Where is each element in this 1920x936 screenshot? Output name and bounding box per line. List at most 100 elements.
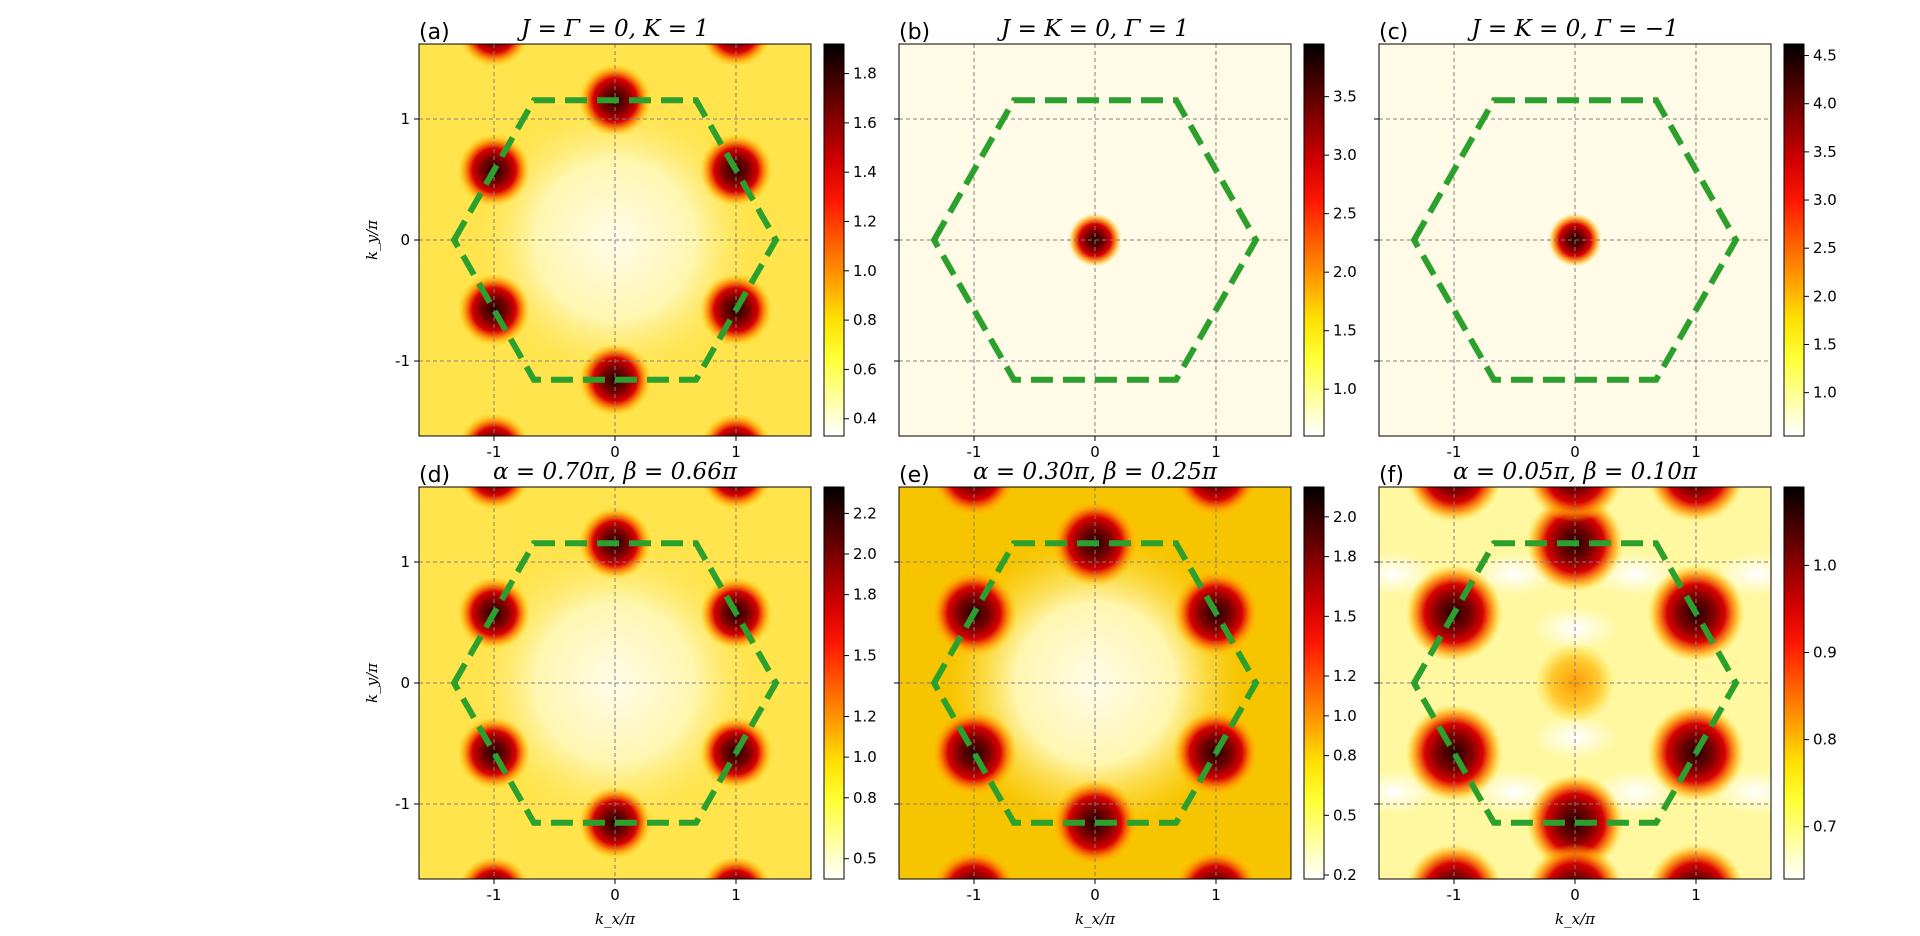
- panel-label: (d): [419, 463, 450, 488]
- colorbar-tick-label: 2.0: [1813, 287, 1837, 305]
- x-tick-label: -1: [1447, 886, 1462, 904]
- colorbar-tick-label: 2.0: [853, 545, 877, 563]
- heatmap-peak: [1405, 704, 1503, 802]
- colorbar: [823, 43, 845, 437]
- colorbar-tick-label: 2.5: [1813, 239, 1837, 257]
- heatmap-peak: [1768, 667, 1771, 699]
- panel-label: (c): [1379, 20, 1408, 45]
- x-tick-label: 0: [610, 886, 620, 904]
- colorbar: [1303, 486, 1325, 880]
- heatmap-peak: [1379, 807, 1382, 838]
- colorbar-tick-label: 2.0: [1333, 508, 1357, 526]
- panel-title: α = 0.30π, β = 0.25π: [973, 459, 1218, 485]
- x-tick-label: 0: [1090, 886, 1100, 904]
- heatmap-peak: [457, 273, 531, 347]
- x-tick-label: -1: [967, 886, 982, 904]
- colorbar-tick-label: 1.0: [1813, 556, 1837, 574]
- x-tick-label: 0: [610, 443, 620, 461]
- panel-4: -1 0 1 k_x/π (e) α = 0.30π, β = 0.25π 0.2 0.5 0.…: [894, 459, 1357, 928]
- colorbar-tick-label: 0.4: [853, 410, 877, 428]
- heatmap-peak: [337, 507, 410, 580]
- heatmap-peak: [460, 487, 528, 510]
- y-tick-label: -1: [395, 795, 410, 813]
- x-tick-label: 1: [1211, 886, 1221, 904]
- colorbar-tick-label: 0.8: [1813, 731, 1837, 749]
- panel-title: J = K = 0, Γ = 1: [997, 16, 1189, 42]
- x-tick-label: -1: [1447, 443, 1462, 461]
- heatmap-peak: [702, 44, 770, 67]
- colorbar-tick-label: 1.5: [1813, 336, 1837, 354]
- y-axis-label: k_y/π: [363, 662, 381, 703]
- heatmap-peak: [1768, 528, 1771, 559]
- colorbar-tick-label: 1.0: [853, 262, 877, 280]
- y-tick-label: 0: [400, 231, 410, 249]
- colorbar-tick-label: 1.5: [1333, 322, 1357, 340]
- x-tick-label: 0: [1570, 443, 1580, 461]
- colorbar-tick-label: 1.8: [853, 65, 877, 83]
- brillouin-zone-outline: [930, 540, 1260, 826]
- y-axis-label: k_y/π: [363, 219, 381, 260]
- heatmap-valley: [1532, 715, 1618, 760]
- y-tick-label: 1: [400, 553, 410, 571]
- colorbar-tick-label: 4.0: [1813, 95, 1837, 113]
- colorbar-tick-label: 3.0: [1333, 146, 1357, 164]
- panel-label: (f): [1379, 463, 1404, 488]
- colorbar-tick-label: 3.5: [1333, 88, 1357, 106]
- x-axis-label: k_x/π: [1555, 910, 1596, 928]
- heatmap-peak: [1768, 807, 1771, 838]
- colorbar-tick-label: 1.6: [853, 114, 877, 132]
- heatmap-peak: [702, 487, 770, 510]
- x-tick-label: -1: [487, 443, 502, 461]
- panel-title: α = 0.70π, β = 0.66π: [493, 459, 738, 485]
- panel-title: α = 0.05π, β = 0.10π: [1453, 459, 1698, 485]
- x-tick-label: 1: [731, 443, 741, 461]
- colorbar-tick-label: 1.0: [853, 748, 877, 766]
- brillouin-zone-outline: [930, 97, 1260, 383]
- brillouin-zone-outline: [1410, 97, 1740, 383]
- colorbar-tick-label: 0.7: [1813, 818, 1837, 836]
- panel-title: J = Γ = 0, K = 1: [517, 16, 709, 42]
- heatmap-2: [1379, 44, 1771, 436]
- panel-0: -1 0 1 1 0 -1 k_y/π (a) J = Γ = 0, K = 1 0.4 0.6 0.…: [363, 16, 877, 461]
- colorbar-tick-label: 2.2: [853, 504, 877, 522]
- y-tick-label: 0: [400, 674, 410, 692]
- colorbar-tick-label: 2.0: [1333, 263, 1357, 281]
- colorbar-tick-label: 1.2: [853, 213, 877, 231]
- heatmap-peak: [1379, 528, 1382, 559]
- x-tick-label: -1: [967, 443, 982, 461]
- panel-label: (b): [899, 20, 930, 45]
- colorbar-tick-label: 0.5: [853, 850, 877, 868]
- x-tick-label: 1: [1691, 886, 1701, 904]
- heatmap-peak: [930, 709, 1018, 797]
- x-axis-label: k_x/π: [1075, 910, 1116, 928]
- colorbar-tick-label: 1.8: [1333, 548, 1357, 566]
- panel-3: -1 0 1 1 0 -1 k_x/π k_y/π (d) α = 0.70π, β = 0.66…: [337, 459, 877, 928]
- heatmap-1: [899, 44, 1291, 436]
- colorbar: [1783, 486, 1805, 880]
- y-tick-label: -1: [395, 352, 410, 370]
- colorbar-tick-label: 0.8: [853, 789, 877, 807]
- colorbar-tick-label: 4.5: [1813, 47, 1837, 65]
- heatmap-peak: [932, 848, 1016, 879]
- colorbar-tick-label: 1.0: [1813, 384, 1837, 402]
- colorbar-tick-label: 1.2: [853, 708, 877, 726]
- colorbar-tick-label: 0.8: [1333, 747, 1357, 765]
- x-axis-label: k_x/π: [595, 910, 636, 928]
- panel-title: J = K = 0, Γ = −1: [1467, 16, 1678, 42]
- colorbar-tick-label: 0.9: [1813, 644, 1837, 662]
- colorbar-tick-label: 1.2: [1333, 667, 1357, 685]
- heatmap-5: [1379, 487, 1771, 879]
- colorbar-tick-label: 0.8: [853, 311, 877, 329]
- heatmap-peak: [457, 716, 531, 790]
- colorbar-tick-label: 3.5: [1813, 143, 1837, 161]
- colorbar-tick-label: 0.5: [1333, 806, 1357, 824]
- colorbar-tick-label: 0.2: [1333, 866, 1357, 884]
- panel-label: (e): [899, 463, 930, 488]
- colorbar-tick-label: 3.0: [1813, 191, 1837, 209]
- x-tick-label: 1: [1691, 443, 1701, 461]
- brillouin-zone-outline: [450, 540, 780, 826]
- panel-5: -1 0 1 k_x/π (f) α = 0.05π, β = 0.10π 0.7 0.8 0.…: [1374, 459, 1837, 928]
- heatmap-3: [337, 487, 811, 879]
- heatmap-4: [899, 487, 1291, 879]
